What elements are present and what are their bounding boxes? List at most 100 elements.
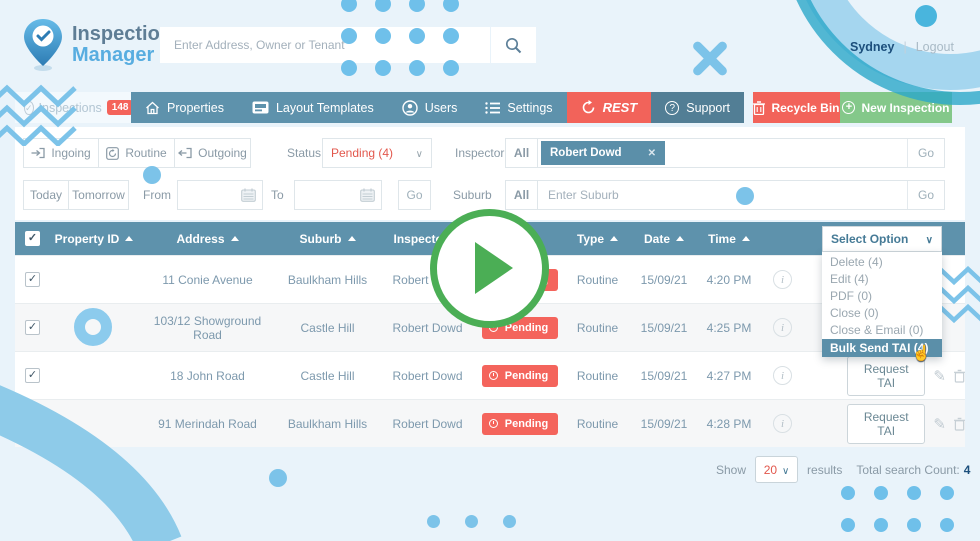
column-header-property-id[interactable]: Property ID — [48, 232, 140, 246]
refresh-icon — [582, 100, 594, 114]
search-input[interactable] — [160, 27, 490, 63]
filter-row-2: Today Tomorrow From To — [15, 180, 965, 210]
menu-item-edit[interactable]: Edit (4) — [830, 272, 869, 286]
menu-item-pdf[interactable]: PDF (0) — [830, 289, 872, 303]
app-logo[interactable]: Inspection Manager — [22, 18, 172, 72]
row-checkbox[interactable] — [25, 272, 40, 287]
suburb-field: All Go — [505, 180, 945, 210]
routine-filter-button[interactable]: Routine — [99, 138, 175, 168]
logout-link[interactable]: Logout — [915, 40, 954, 54]
nav-layout-templates-label: Layout Templates — [275, 100, 374, 115]
trash-icon[interactable] — [953, 369, 965, 383]
info-icon[interactable] — [773, 366, 792, 385]
inspector-go-button[interactable]: Go — [907, 139, 944, 167]
tomorrow-button[interactable]: Tomorrow — [69, 180, 129, 210]
to-date-input[interactable] — [294, 180, 382, 210]
nav-tab-settings[interactable]: Settings — [471, 92, 567, 123]
nav-rest-button[interactable]: REST — [566, 92, 652, 123]
outgoing-filter-button[interactable]: Outgoing — [175, 138, 251, 168]
nav-support-label: Support — [686, 100, 731, 115]
select-option-button[interactable]: Select Option — [822, 226, 942, 252]
request-tai-button[interactable]: Request TAI — [847, 403, 926, 444]
home-icon — [146, 101, 159, 114]
select-option-label: Select Option — [831, 232, 909, 246]
from-date-input[interactable] — [177, 180, 263, 210]
cell-type: Routine — [576, 368, 619, 383]
suburb-go-button[interactable]: Go — [907, 181, 944, 209]
info-icon[interactable] — [773, 270, 792, 289]
day-buttons: Today Tomorrow — [23, 180, 129, 210]
ingoing-label: Ingoing — [51, 146, 91, 160]
close-icon[interactable] — [648, 148, 656, 159]
menu-item-close-email[interactable]: Close & Email (0) — [830, 323, 924, 337]
today-button[interactable]: Today — [23, 180, 69, 210]
dot-decoration — [465, 515, 478, 528]
cell-date: 15/09/21 — [640, 416, 688, 431]
column-header-time[interactable]: Time — [698, 232, 760, 246]
results-footer: Show 20 results Total search Count: 4 — [716, 456, 970, 483]
calendar-icon — [241, 188, 256, 202]
column-header-date[interactable]: Date — [630, 232, 698, 246]
pencil-icon[interactable] — [933, 367, 946, 385]
suburb-all-button[interactable]: All — [506, 181, 538, 209]
trash-icon[interactable] — [953, 417, 965, 431]
status-select[interactable]: Pending (4) — [322, 138, 432, 168]
to-label: To — [271, 188, 284, 202]
user-location[interactable]: Sydney — [850, 40, 895, 54]
inspections-count-badge: 148 — [106, 100, 134, 115]
row-checkbox[interactable] — [25, 320, 40, 335]
video-play-button[interactable] — [430, 209, 549, 328]
sort-up-icon — [125, 236, 134, 241]
request-tai-button[interactable]: Request TAI — [847, 355, 926, 396]
main-nav: Inspections 148 Properties Layout Templa… — [0, 92, 980, 123]
cell-suburb: Castle Hill — [300, 320, 355, 335]
total-count-label: Total search Count: — [856, 462, 960, 477]
row-checkbox[interactable] — [25, 368, 40, 383]
inspection-type-buttons: Ingoing Routine Outgoi — [23, 138, 251, 168]
info-icon[interactable] — [773, 318, 792, 337]
nav-tab-properties[interactable]: Properties — [131, 92, 238, 123]
table-row[interactable]: 18 John Road Castle Hill Robert Dowd Pen… — [15, 351, 965, 399]
menu-item-close[interactable]: Close (0) — [830, 306, 879, 320]
date-go-button[interactable]: Go — [398, 180, 431, 210]
page-size-value: 20 — [763, 462, 778, 477]
hand-cursor-icon — [912, 344, 931, 362]
nav-tab-users[interactable]: Users — [387, 92, 472, 123]
column-header-suburb[interactable]: Suburb — [275, 232, 380, 246]
search-button[interactable] — [491, 27, 536, 63]
row-checkbox[interactable] — [25, 416, 40, 431]
inspector-label: Inspector — [455, 146, 505, 160]
calendar-icon — [360, 188, 375, 202]
nav-tab-layout-templates[interactable]: Layout Templates — [237, 92, 388, 123]
info-icon[interactable] — [773, 414, 792, 433]
x-decoration — [688, 36, 732, 80]
nav-tab-support[interactable]: Support — [651, 92, 745, 123]
inspector-chip[interactable]: Robert Dowd — [541, 141, 665, 165]
cell-type: Routine — [576, 272, 619, 287]
column-header-address[interactable]: Address — [140, 232, 275, 246]
menu-item-delete[interactable]: Delete (4) — [830, 255, 883, 269]
page-size-select[interactable]: 20 — [755, 456, 799, 483]
dropdown-menu: Delete (4) Edit (4) PDF (0) Close (0) Cl… — [822, 252, 942, 357]
new-inspection-label: New Inspection — [861, 100, 950, 115]
suburb-input[interactable] — [538, 188, 838, 202]
total-count-value: 4 — [963, 462, 971, 477]
pencil-icon[interactable] — [933, 415, 946, 433]
inspector-all-button[interactable]: All — [506, 139, 538, 167]
sort-up-icon — [347, 236, 356, 241]
status-label: Status — [287, 146, 322, 160]
cell-time: 4:20 PM — [706, 272, 752, 287]
new-inspection-button[interactable]: New Inspection — [840, 92, 952, 123]
table-row[interactable]: 91 Merindah Road Baulkham Hills Robert D… — [15, 399, 965, 447]
nav-tab-inspections[interactable]: Inspections 148 — [15, 92, 134, 123]
select-all-checkbox[interactable] — [25, 231, 40, 246]
cell-inspector: Robert Dowd — [392, 320, 463, 335]
inspector-field[interactable]: All Robert Dowd Go — [505, 138, 945, 168]
divider: | — [903, 40, 907, 54]
ingoing-filter-button[interactable]: Ingoing — [23, 138, 99, 168]
recycle-bin-button[interactable]: Recycle Bin — [753, 92, 840, 123]
sort-up-icon — [230, 236, 239, 241]
chevron-down-icon — [782, 463, 789, 477]
cell-address: 11 Conie Avenue — [162, 272, 253, 287]
column-header-type[interactable]: Type — [565, 232, 630, 246]
